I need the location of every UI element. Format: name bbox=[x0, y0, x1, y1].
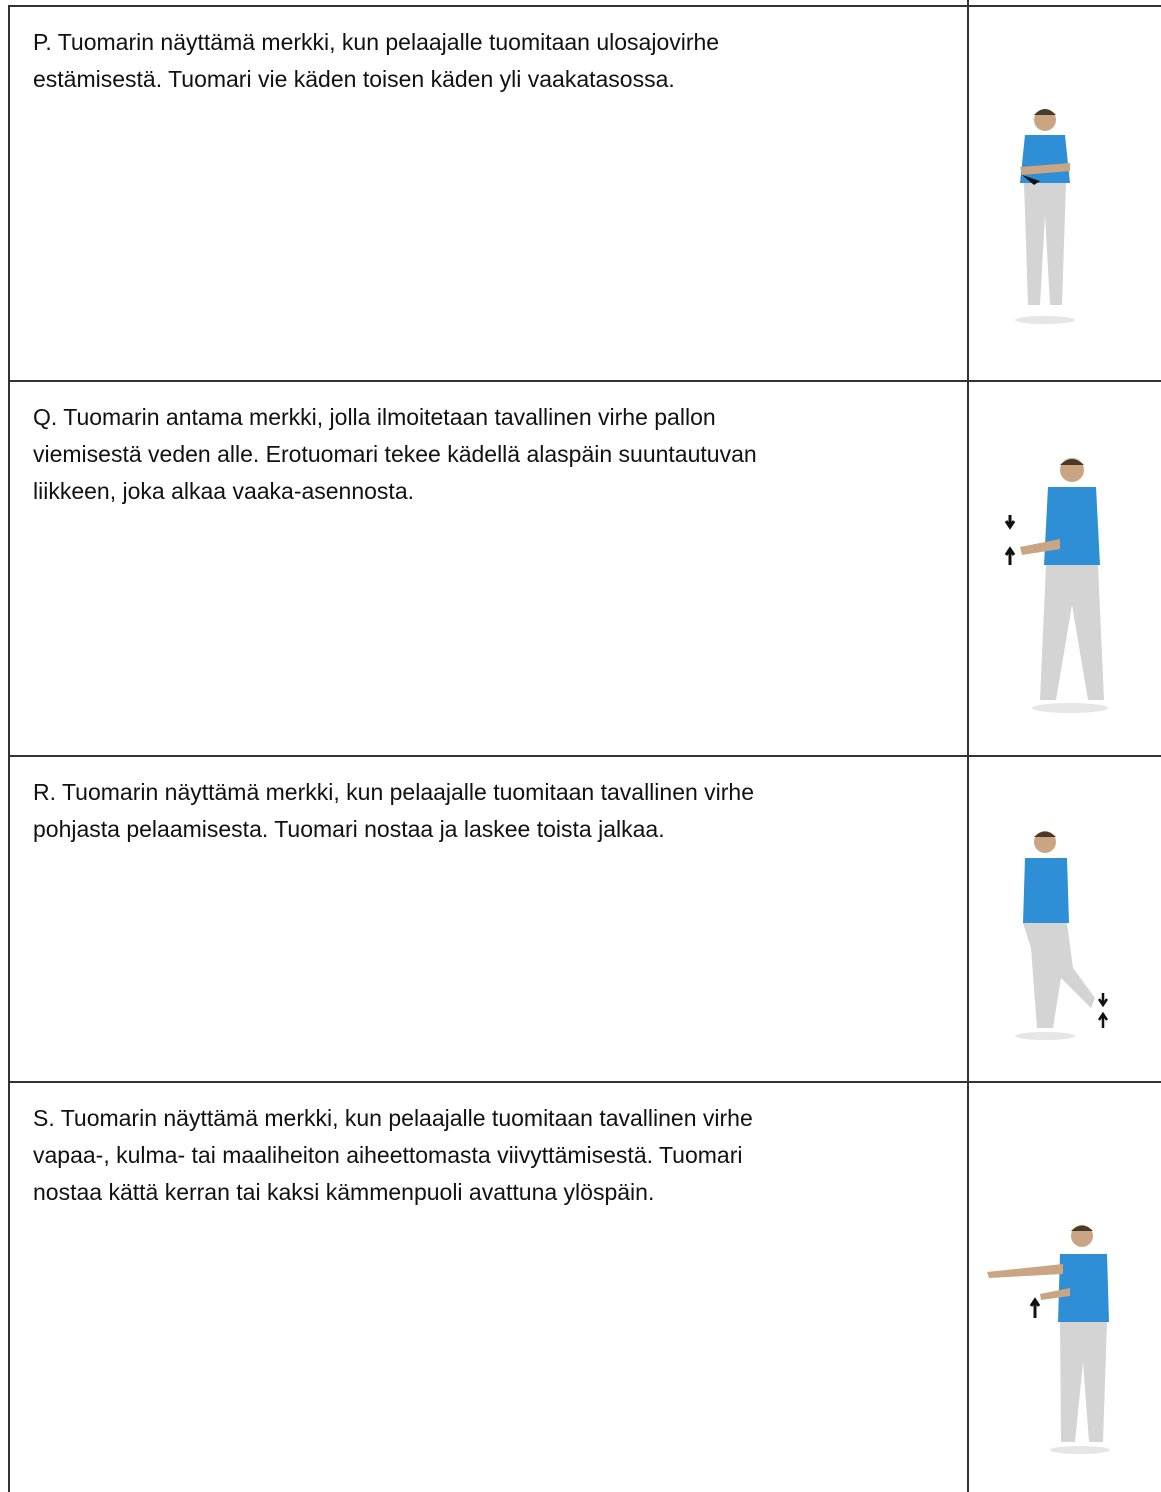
text-line: vapaa-, kulma- tai maaliheiton aiheettom… bbox=[33, 1142, 743, 1168]
referee-illustration bbox=[1015, 109, 1075, 324]
row-border bbox=[8, 755, 1161, 757]
text-line: liikkeen, joka alkaa vaaka-asennosta. bbox=[33, 478, 415, 504]
text-line: pohjasta pelaamisesta. Tuomari nostaa ja… bbox=[33, 816, 665, 842]
row-border bbox=[8, 5, 1161, 7]
text-line: viemisestä veden alle. Erotuomari tekee … bbox=[33, 441, 757, 467]
referee-illustration bbox=[1015, 831, 1109, 1040]
description-cell: R. Tuomarin näyttämä merkki, kun pelaaja… bbox=[33, 774, 953, 848]
text-line: P. Tuomarin näyttämä merkki, kun pelaaja… bbox=[33, 29, 720, 55]
text-line: S. Tuomarin näyttämä merkki, kun pelaaja… bbox=[33, 1105, 753, 1131]
text-line: Q. Tuomarin antama merkki, jolla ilmoite… bbox=[33, 404, 716, 430]
text-line: estämisestä. Tuomari vie käden toisen kä… bbox=[33, 66, 675, 92]
row-border bbox=[8, 380, 1161, 382]
description-cell: Q. Tuomarin antama merkki, jolla ilmoite… bbox=[33, 399, 953, 510]
column-border bbox=[8, 5, 10, 1492]
referee-illustration bbox=[1004, 458, 1108, 713]
description-cell: S. Tuomarin näyttämä merkki, kun pelaaja… bbox=[33, 1100, 953, 1211]
description-cell: P. Tuomarin näyttämä merkki, kun pelaaja… bbox=[33, 24, 953, 98]
referee-illustration bbox=[987, 1225, 1110, 1454]
text-line: nostaa kättä kerran tai kaksi kämmenpuol… bbox=[33, 1179, 655, 1205]
row-border bbox=[8, 1081, 1161, 1083]
text-line: R. Tuomarin näyttämä merkki, kun pelaaja… bbox=[33, 779, 755, 805]
column-border bbox=[967, 0, 969, 1492]
